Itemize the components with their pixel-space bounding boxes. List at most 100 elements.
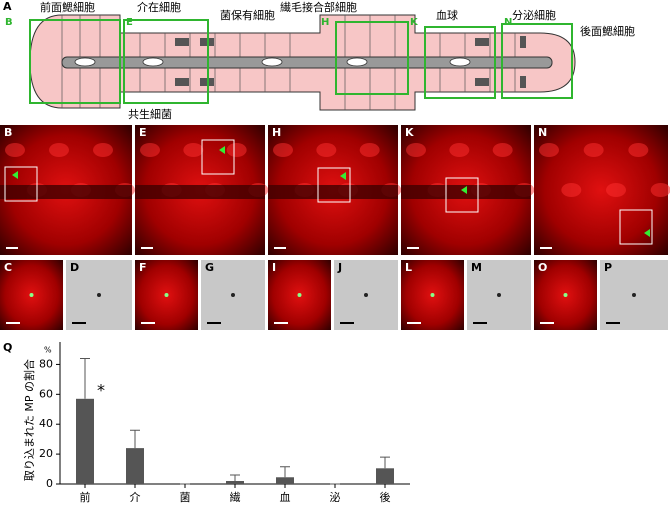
region-label: H (321, 17, 329, 28)
cell-label: 後面鰓細胞 (580, 24, 635, 38)
y-tick-label: 0 (46, 477, 53, 490)
particle (430, 293, 435, 297)
tissue (140, 143, 160, 157)
arrowhead (461, 186, 467, 194)
tissue (561, 183, 582, 197)
region-label: B (5, 17, 13, 28)
arrowhead (12, 171, 18, 179)
cell-label: 繊毛接合部細胞 (280, 0, 357, 14)
y-tick-label: 60 (39, 387, 53, 400)
panel-label: G (205, 261, 214, 274)
tissue (226, 143, 247, 157)
tissue (5, 143, 25, 157)
annotation: * (97, 380, 105, 399)
x-tick-label: 後 (380, 490, 391, 504)
tissue (449, 143, 470, 157)
cell-label: 菌保有細胞 (220, 8, 275, 22)
tissue (273, 143, 293, 157)
tube-diagram (29, 14, 576, 111)
error-bar (130, 429, 140, 449)
inset-box (619, 209, 653, 245)
tissue (49, 143, 69, 157)
region-label: K (410, 17, 419, 28)
panel-label: E (139, 126, 147, 139)
cell-label: 分泌細胞 (512, 9, 556, 22)
tissue (606, 183, 626, 197)
particle (632, 293, 636, 297)
tissue (492, 143, 513, 157)
micrographs: B E H K N C D F G I J L M O P (0, 125, 670, 330)
arrowhead (219, 146, 225, 154)
y-tick-label: 80 (39, 357, 53, 370)
panel-label: K (405, 126, 414, 139)
region-label: N (504, 17, 512, 28)
x-tick-label: 前 (80, 490, 91, 504)
error-bar (80, 357, 90, 399)
inset-box (4, 166, 38, 202)
panel-label: C (4, 261, 12, 274)
cell-label: 介在細胞 (137, 1, 181, 14)
particle (297, 293, 302, 297)
tissue (93, 143, 113, 157)
tissue (406, 143, 426, 157)
bar (76, 398, 94, 484)
dark-lumen (268, 185, 398, 199)
x-tick-label: 介 (130, 491, 141, 504)
panel-label: Q (3, 341, 12, 354)
particle (97, 293, 101, 297)
x-tick-label: 血 (280, 490, 291, 504)
particle (364, 293, 368, 297)
inset-box (201, 139, 235, 175)
error-bar (380, 456, 390, 469)
particle (164, 293, 169, 297)
panel-label: N (538, 126, 547, 139)
particle (231, 293, 235, 297)
panel-label: F (139, 261, 147, 274)
error-bar (280, 466, 290, 478)
panel-label: H (272, 126, 281, 139)
tissue (183, 143, 204, 157)
arrowhead (644, 229, 650, 237)
y-axis-label: 取り込まれた MP の割合 (22, 359, 36, 481)
y-tick-label: 40 (39, 417, 53, 430)
dark-lumen (0, 185, 132, 199)
panel-label: O (538, 261, 547, 274)
dark-lumen (135, 185, 265, 199)
cell-label: 前面鰓細胞 (40, 0, 95, 14)
panel-label: D (70, 261, 79, 274)
bar (226, 481, 244, 484)
tissue (650, 183, 670, 197)
tissue (359, 143, 380, 157)
tissue (583, 143, 604, 157)
tissue (539, 143, 559, 157)
cell-label: 血球 (436, 8, 458, 22)
bar (276, 477, 294, 484)
x-tick-label: 泌 (330, 491, 341, 504)
bar (126, 448, 144, 484)
panel-label: A (3, 0, 12, 13)
x-tick-label: 繊 (230, 491, 241, 504)
panel-label: J (337, 261, 342, 274)
y-tick-label: 20 (39, 447, 53, 460)
panel-label: P (604, 261, 612, 274)
panel-label: B (4, 126, 12, 139)
inset-box (445, 177, 479, 213)
x-tick-label: 菌 (180, 491, 191, 504)
error-bar (230, 474, 240, 482)
arrowhead (340, 172, 346, 180)
inset-box (317, 167, 351, 203)
bar (376, 468, 394, 484)
particle (563, 293, 568, 297)
unit-label: % (44, 346, 52, 355)
panel-label: L (405, 261, 412, 274)
panel-label: I (272, 261, 276, 274)
region-label: E (126, 17, 133, 28)
cell-label: 共生細菌 (128, 107, 172, 121)
bar-chart: Q % 取り込まれた MP の割合 0 20 40 60 80 前 介 菌 繊 血 泌 後 * (3, 341, 410, 504)
particle (497, 293, 501, 297)
tissue (316, 143, 337, 157)
panel-label: M (471, 261, 482, 274)
tissue (628, 143, 649, 157)
particle (29, 293, 34, 297)
